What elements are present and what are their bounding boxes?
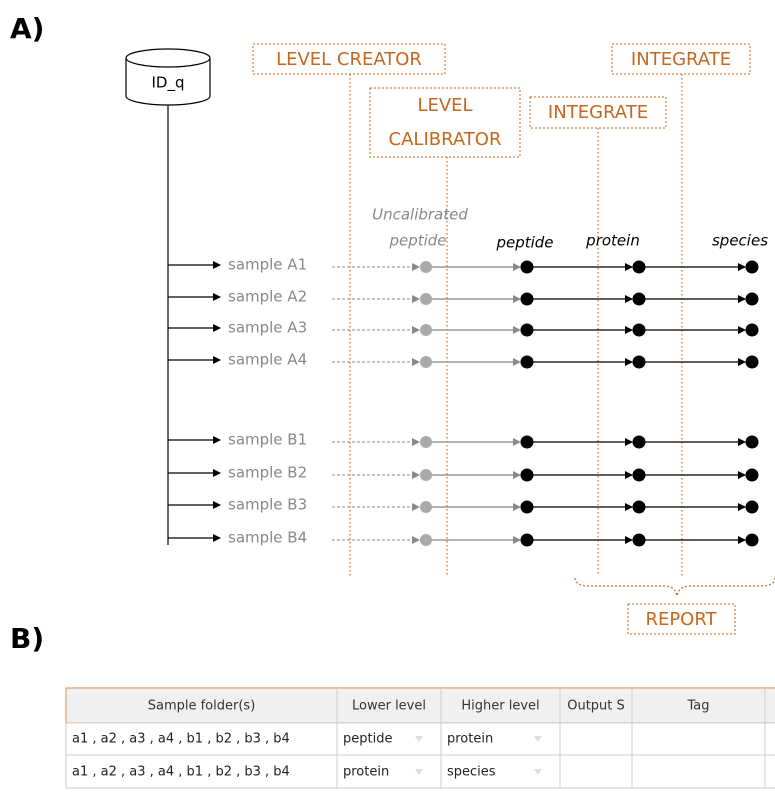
node-uncalibrated bbox=[420, 534, 432, 546]
node-species bbox=[745, 292, 759, 306]
node-species bbox=[745, 260, 759, 274]
header-cell: Lower level bbox=[352, 699, 426, 714]
sample-label: sample B2 bbox=[228, 464, 307, 482]
node-peptide bbox=[520, 500, 534, 514]
node-species bbox=[745, 468, 759, 482]
node-peptide bbox=[520, 435, 534, 449]
node-peptide bbox=[520, 323, 534, 337]
node-protein bbox=[632, 260, 646, 274]
module-label: INTEGRATE bbox=[548, 102, 648, 123]
header-cell: Output S bbox=[567, 699, 625, 714]
node-protein bbox=[632, 355, 646, 369]
module-label: LEVEL CREATOR bbox=[276, 49, 422, 70]
table-cell: protein bbox=[343, 765, 389, 780]
sample-label: sample A4 bbox=[228, 351, 307, 369]
dropdown-icon bbox=[534, 769, 542, 775]
node-uncalibrated bbox=[420, 293, 432, 305]
module-box bbox=[611, 43, 751, 75]
header-cell: Higher level bbox=[461, 699, 539, 714]
node-protein bbox=[632, 323, 646, 337]
table-cell: protein bbox=[447, 732, 493, 747]
node-species bbox=[745, 323, 759, 337]
sample-label: sample B4 bbox=[228, 529, 307, 547]
node-uncalibrated bbox=[420, 469, 432, 481]
header-cell: Tag bbox=[686, 699, 709, 714]
table-cell: a1 , a2 , a3 , a4 , b1 , b2 , b3 , b4 bbox=[72, 732, 290, 747]
module-label: INTEGRATE bbox=[631, 49, 731, 70]
node-uncalibrated bbox=[420, 356, 432, 368]
node-peptide bbox=[520, 533, 534, 547]
node-protein bbox=[632, 500, 646, 514]
node-uncalibrated bbox=[420, 324, 432, 336]
table-cell: a1 , a2 , a3 , a4 , b1 , b2 , b3 , b4 bbox=[72, 765, 290, 780]
sample-label: sample A3 bbox=[228, 319, 307, 337]
node-peptide bbox=[520, 355, 534, 369]
level-label: species bbox=[712, 232, 768, 250]
node-peptide bbox=[520, 260, 534, 274]
header-cell: Sample folder(s) bbox=[148, 699, 256, 714]
module-box bbox=[529, 96, 667, 129]
table: Sample folder(s) Lower level Higher level O… bbox=[65, 687, 775, 789]
node-protein bbox=[632, 292, 646, 306]
node-protein bbox=[632, 468, 646, 482]
level-label: protein bbox=[585, 232, 640, 250]
sample-label: sample A1 bbox=[228, 256, 307, 274]
database: ID_q bbox=[125, 48, 211, 106]
panel-label: B) bbox=[10, 622, 44, 655]
module-box bbox=[369, 87, 521, 158]
dropdown-icon bbox=[534, 736, 542, 742]
module-label: LEVEL bbox=[417, 95, 472, 116]
node-uncalibrated bbox=[420, 436, 432, 448]
dropdown-icon bbox=[415, 769, 423, 775]
report-brace bbox=[574, 577, 775, 597]
table-cell: peptide bbox=[343, 732, 392, 747]
level-label: peptide bbox=[495, 234, 553, 252]
node-species bbox=[745, 500, 759, 514]
node-protein bbox=[632, 435, 646, 449]
node-species bbox=[745, 435, 759, 449]
level-label: peptide bbox=[388, 232, 446, 250]
sample-label: sample A2 bbox=[228, 288, 307, 306]
node-peptide bbox=[520, 468, 534, 482]
table-header bbox=[65, 687, 775, 724]
module-box bbox=[252, 43, 446, 75]
dropdown-icon bbox=[415, 736, 423, 742]
node-uncalibrated bbox=[420, 261, 432, 273]
module-label: REPORT bbox=[645, 609, 717, 630]
sample-label: sample B1 bbox=[228, 431, 307, 449]
node-protein bbox=[632, 533, 646, 547]
sample-label: sample B3 bbox=[228, 496, 307, 514]
panel-label: A) bbox=[10, 12, 44, 45]
node-uncalibrated bbox=[420, 501, 432, 513]
node-species bbox=[745, 533, 759, 547]
node-species bbox=[745, 355, 759, 369]
database-label: ID_q bbox=[152, 74, 185, 93]
node-peptide bbox=[520, 292, 534, 306]
table-cell: species bbox=[447, 765, 496, 780]
module-box bbox=[627, 603, 736, 635]
module-label: CALIBRATOR bbox=[389, 129, 502, 150]
level-label: Uncalibrated bbox=[372, 206, 468, 224]
